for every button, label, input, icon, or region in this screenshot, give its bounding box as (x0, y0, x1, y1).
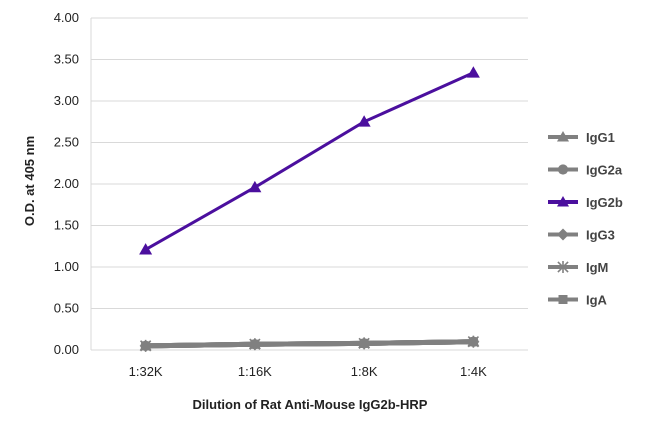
y-tick-label: 3.00 (54, 93, 79, 108)
legend-marker-igg2b (557, 196, 569, 207)
y-tick-label: 3.50 (54, 52, 79, 67)
series-group (139, 66, 480, 352)
legend: IgG1 IgG2a IgG2b IgG3 IgM IgA (548, 130, 623, 308)
legend-label: IgA (586, 293, 608, 308)
legend-label: IgG2b (586, 195, 623, 210)
legend-marker-igm (557, 261, 569, 273)
legend-label: IgG3 (586, 228, 615, 243)
legend-item-igm: IgM (548, 260, 608, 275)
legend-item-igg2a: IgG2a (548, 163, 623, 178)
series-line-iga (145, 339, 474, 349)
data-point-iga (359, 338, 369, 348)
legend-item-igg3: IgG3 (548, 228, 615, 243)
y-tick-label: 1.00 (54, 259, 79, 274)
data-point-igg2b (466, 66, 480, 78)
data-point-igg2b (248, 180, 262, 193)
y-axis-title: O.D. at 405 nm (22, 136, 37, 226)
y-tick-label: 2.00 (54, 176, 79, 191)
x-axis-ticks: 1:32K 1:16K 1:8K 1:4K (129, 364, 487, 379)
gridlines (90, 17, 528, 351)
y-tick-label: 0.00 (54, 342, 79, 357)
legend-marker-iga (558, 295, 568, 304)
legend-item-igg2b: IgG2b (548, 195, 623, 210)
x-tick-label: 1:16K (238, 364, 272, 379)
x-axis-title: Dilution of Rat Anti-Mouse IgG2b-HRP (193, 397, 428, 412)
series-iga (141, 337, 478, 351)
data-point-igg2b (357, 115, 371, 127)
legend-label: IgG1 (586, 130, 615, 145)
legend-item-igg1: IgG1 (548, 130, 615, 145)
x-tick-label: 1:32K (129, 364, 163, 379)
data-point-iga (141, 341, 151, 351)
legend-marker-igg2a (557, 164, 569, 175)
legend-marker-igg1 (557, 131, 569, 142)
legend-label: IgM (586, 260, 608, 275)
legend-marker-igg3 (557, 228, 569, 241)
legend-item-iga: IgA (548, 293, 608, 308)
x-tick-label: 1:4K (460, 364, 487, 379)
x-tick-label: 1:8K (351, 364, 378, 379)
y-tick-label: 2.50 (54, 135, 79, 150)
y-tick-label: 4.00 (54, 10, 79, 25)
series-igg2b (139, 66, 480, 255)
series-line-igg2b (144, 71, 474, 251)
data-point-iga (468, 337, 478, 347)
y-axis-ticks: 0.00 0.50 1.00 1.50 2.00 2.50 3.00 3.50 4.00 (54, 10, 79, 357)
y-tick-label: 1.50 (54, 218, 79, 233)
data-point-igg2b (139, 243, 153, 255)
legend-label: IgG2a (586, 163, 623, 178)
data-point-iga (250, 339, 260, 349)
y-tick-label: 0.50 (54, 301, 79, 316)
